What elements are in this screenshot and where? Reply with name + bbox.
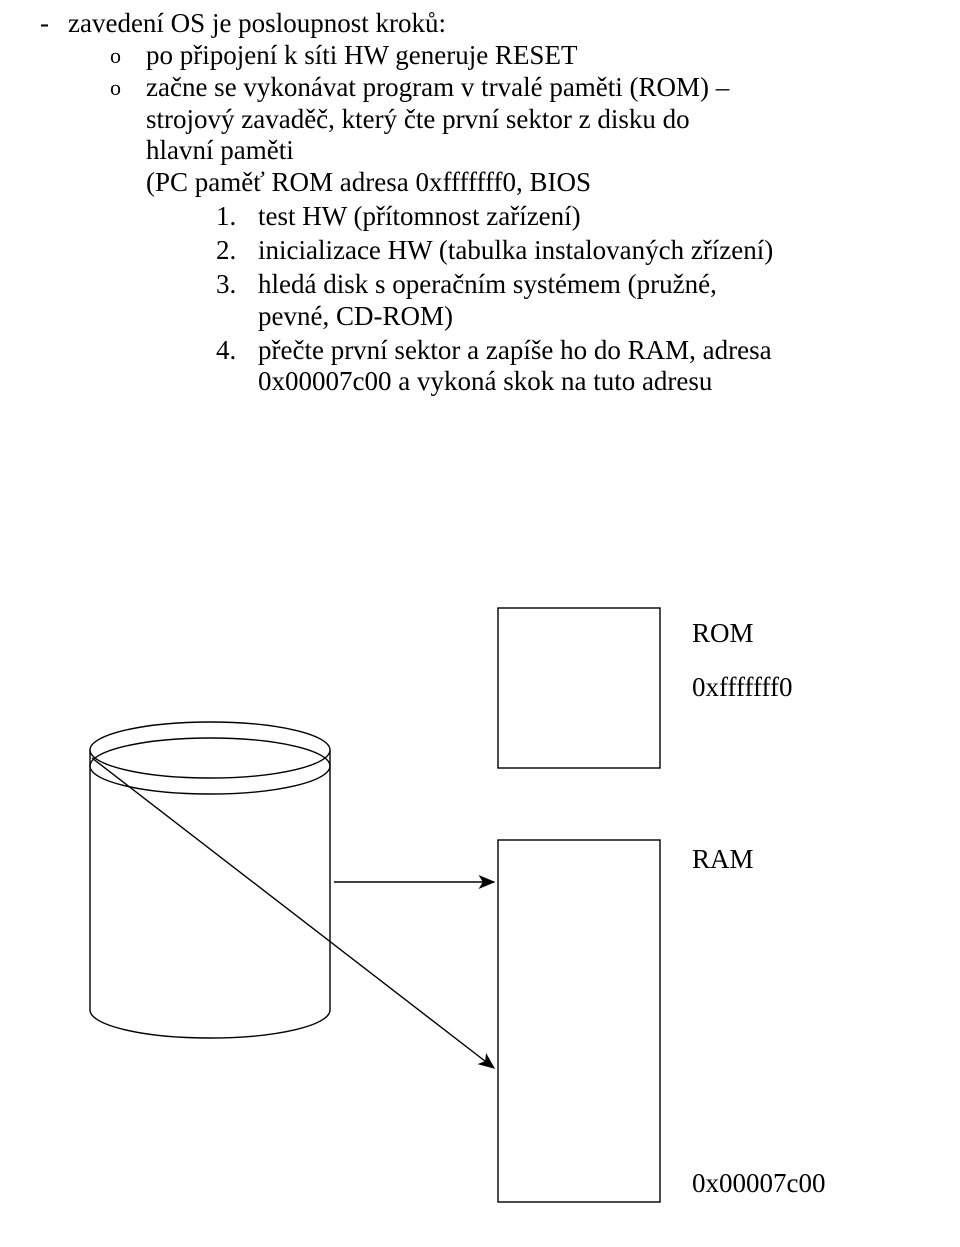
l2b-line2: strojový zavaděč, který čte první sektor… bbox=[146, 104, 690, 134]
item-4-line2: 0x00007c00 a vykoná skok na tuto adresu bbox=[258, 366, 712, 396]
label-rom-addr: 0xfffffff0 bbox=[692, 672, 793, 704]
l2a-text: po připojení k síti HW generuje RESET bbox=[146, 40, 940, 72]
l2b-text: začne se vykonávat program v trvalé pamě… bbox=[146, 72, 940, 199]
numbered-list: 1. test HW (přítomnost zařízení) 2. inic… bbox=[110, 201, 940, 398]
num-4: 4. bbox=[216, 335, 258, 399]
circle-bullet: o bbox=[110, 40, 146, 72]
num-2: 2. bbox=[216, 235, 258, 267]
label-ram: RAM bbox=[692, 844, 754, 876]
item-3-line2: pevné, CD-ROM) bbox=[258, 301, 453, 331]
diagram: ROM 0xfffffff0 RAM 0x00007c00 bbox=[0, 580, 960, 1240]
diagram-svg bbox=[0, 580, 960, 1240]
num-1: 1. bbox=[216, 201, 258, 233]
label-rom: ROM bbox=[692, 618, 754, 650]
text-block: - zavedení OS je posloupnost kroků: o po… bbox=[40, 8, 940, 398]
l1-text: zavedení OS je posloupnost kroků: bbox=[68, 8, 940, 40]
dash-bullet: - bbox=[40, 8, 68, 40]
item-3-line1: hledá disk s operačním systémem (pružné, bbox=[258, 269, 717, 299]
l2b-line3: hlavní paměti bbox=[146, 135, 294, 165]
item-4: přečte první sektor a zapíše ho do RAM, … bbox=[258, 335, 940, 399]
page: - zavedení OS je posloupnost kroků: o po… bbox=[0, 0, 960, 1247]
label-ram-addr: 0x00007c00 bbox=[692, 1168, 825, 1200]
l2b-line1: začne se vykonávat program v trvalé pamě… bbox=[146, 72, 729, 102]
item-4-line1: přečte první sektor a zapíše ho do RAM, … bbox=[258, 335, 772, 365]
item-1: test HW (přítomnost zařízení) bbox=[258, 201, 940, 233]
item-2: inicializace HW (tabulka instalovaných z… bbox=[258, 235, 940, 267]
circle-bullet: o bbox=[110, 72, 146, 199]
bullet-level1: - zavedení OS je posloupnost kroků: o po… bbox=[40, 8, 940, 398]
num-3: 3. bbox=[216, 269, 258, 333]
bullet-level2: o po připojení k síti HW generuje RESET … bbox=[40, 40, 940, 398]
l2b-line4: (PC paměť ROM adresa 0xfffffff0, BIOS bbox=[146, 167, 591, 197]
item-3: hledá disk s operačním systémem (pružné,… bbox=[258, 269, 940, 333]
